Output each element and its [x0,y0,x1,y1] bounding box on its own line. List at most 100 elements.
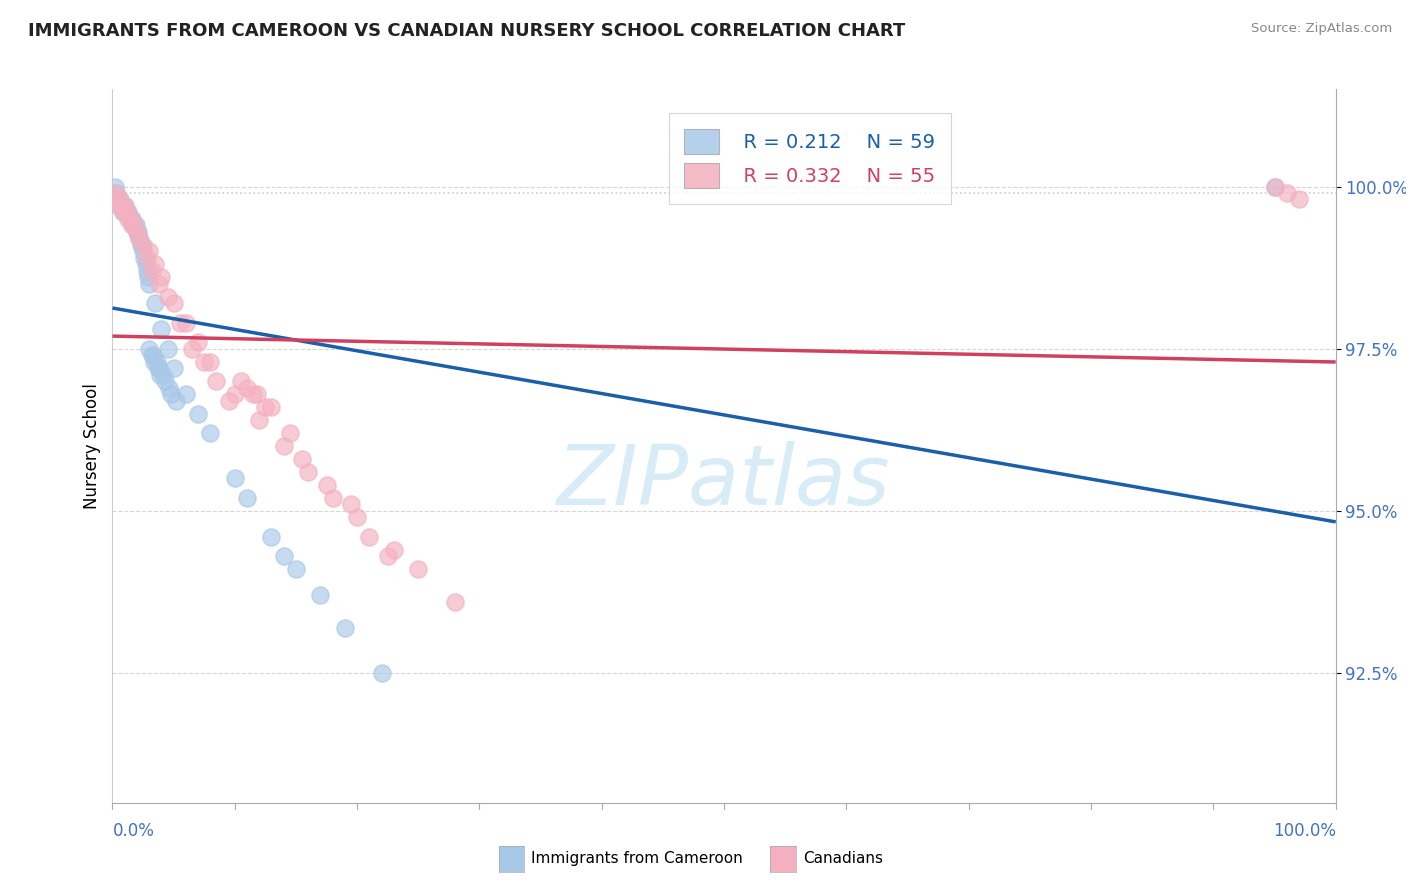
Point [340,497,363,511]
Point [108,199,131,213]
Point [236,381,259,395]
Point [114,199,136,213]
Point [138,244,160,259]
Point [125,225,148,239]
Point [112,205,135,219]
Point [187,407,209,421]
Point [142,348,165,362]
Point [128,231,150,245]
Point [129,238,152,252]
Point [193,354,215,368]
Point [121,211,143,226]
Text: Canadians: Canadians [803,852,883,866]
Point [143,354,166,368]
Point [146,361,169,376]
Point [105,193,128,207]
Point [112,205,135,219]
Point [107,193,129,207]
Y-axis label: Nursery School: Nursery School [83,383,101,509]
Point [135,251,157,265]
Point [247,413,270,427]
Point [273,439,295,453]
Point [1264,179,1286,194]
Point [1275,186,1298,200]
Text: Immigrants from Cameroon: Immigrants from Cameroon [531,852,744,866]
Point [218,393,240,408]
Point [153,374,176,388]
Point [278,425,301,440]
Point [148,277,170,291]
Point [297,465,319,479]
Point [124,219,146,233]
Point [229,374,252,388]
Point [200,354,222,368]
Point [141,264,163,278]
Point [115,205,138,219]
Point [118,211,141,226]
Point [156,290,179,304]
Point [169,316,191,330]
Point [125,225,148,239]
Point [120,211,142,226]
Point [260,400,283,414]
Point [148,361,170,376]
Point [1288,193,1310,207]
Point [187,335,209,350]
Point [122,219,145,233]
Text: 0.0%: 0.0% [112,822,155,840]
Point [125,219,148,233]
Point [105,193,128,207]
Point [135,264,157,278]
Point [128,231,150,245]
Point [309,588,332,602]
Text: IMMIGRANTS FROM CAMEROON VS CANADIAN NURSERY SCHOOL CORRELATION CHART: IMMIGRANTS FROM CAMEROON VS CANADIAN NUR… [28,22,905,40]
Point [224,471,246,485]
Point [104,179,127,194]
Point [143,257,166,271]
Point [333,621,356,635]
Point [105,186,128,200]
Point [163,361,186,376]
Point [124,219,146,233]
Point [105,186,128,200]
Point [131,238,153,252]
Point [165,393,187,408]
Point [127,225,149,239]
Point [382,542,405,557]
Point [121,219,143,233]
Point [322,491,344,505]
Point [346,510,368,524]
Point [359,530,381,544]
Point [117,205,139,219]
Point [242,387,264,401]
Point [115,205,138,219]
Text: ZIPatlas: ZIPatlas [557,442,891,522]
Point [157,381,180,395]
Point [134,251,156,265]
Point [315,478,337,492]
Point [143,296,166,310]
Point [160,387,183,401]
Point [138,277,160,291]
Point [117,211,139,226]
Point [132,238,155,252]
Point [145,354,167,368]
Point [114,199,136,213]
Point [141,348,163,362]
Point [149,368,172,382]
Text: 100.0%: 100.0% [1272,822,1336,840]
Point [156,342,179,356]
Point [111,199,134,213]
Point [236,491,259,505]
Point [111,199,134,213]
Point [291,452,314,467]
Point [408,562,430,576]
Point [254,400,277,414]
Point [163,296,186,310]
Point [246,387,269,401]
Point [181,342,204,356]
Point [377,549,399,564]
Point [444,595,467,609]
Point [200,425,222,440]
Point [150,270,173,285]
